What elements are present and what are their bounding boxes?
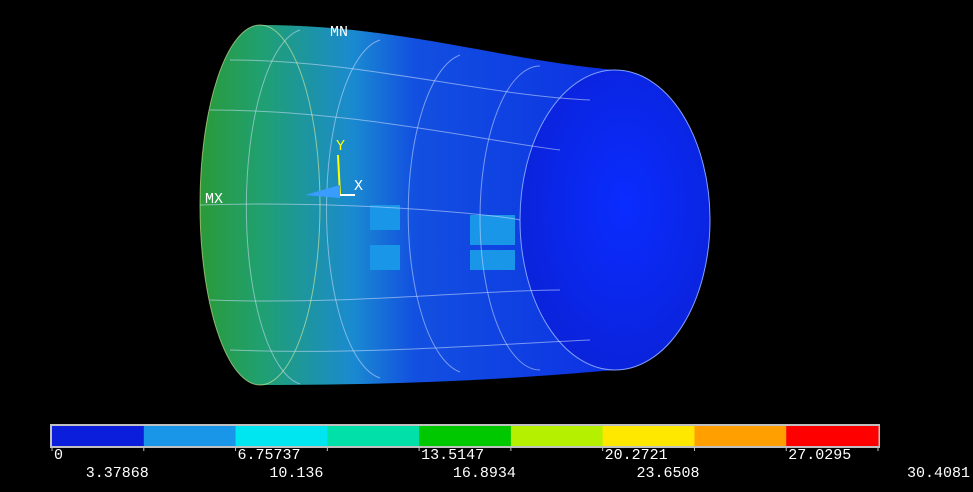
legend-label: 30.4081 [907, 465, 970, 482]
legend-label: 0 [54, 447, 63, 464]
dome [520, 70, 710, 370]
legend-swatch [419, 426, 511, 446]
legend-swatch [603, 426, 695, 446]
legend-swatch [511, 426, 603, 446]
legend-swatch [236, 426, 328, 446]
legend-label: 3.37868 [86, 465, 149, 482]
legend-label: 20.2721 [605, 447, 668, 464]
legend-label: 6.75737 [238, 447, 301, 464]
legend-swatch [144, 426, 236, 446]
legend-swatch [52, 426, 144, 446]
legend-label: 23.6508 [636, 465, 699, 482]
legend-label: 13.5147 [421, 447, 484, 464]
axis-x-label: X [354, 178, 363, 195]
legend-swatch [786, 426, 878, 446]
legend-swatch [327, 426, 419, 446]
legend-label: 27.0295 [788, 447, 851, 464]
model [200, 25, 710, 385]
viewport: MN MX Y X 0 3.37868 6.7573710.136 13.514716… [0, 0, 973, 492]
axis-y-label: Y [336, 138, 345, 155]
mx-label: MX [205, 191, 223, 208]
legend-label: 16.8934 [453, 465, 516, 482]
mn-label: MN [330, 24, 348, 41]
legend-swatch [694, 426, 786, 446]
legend-label: 10.136 [269, 465, 323, 482]
